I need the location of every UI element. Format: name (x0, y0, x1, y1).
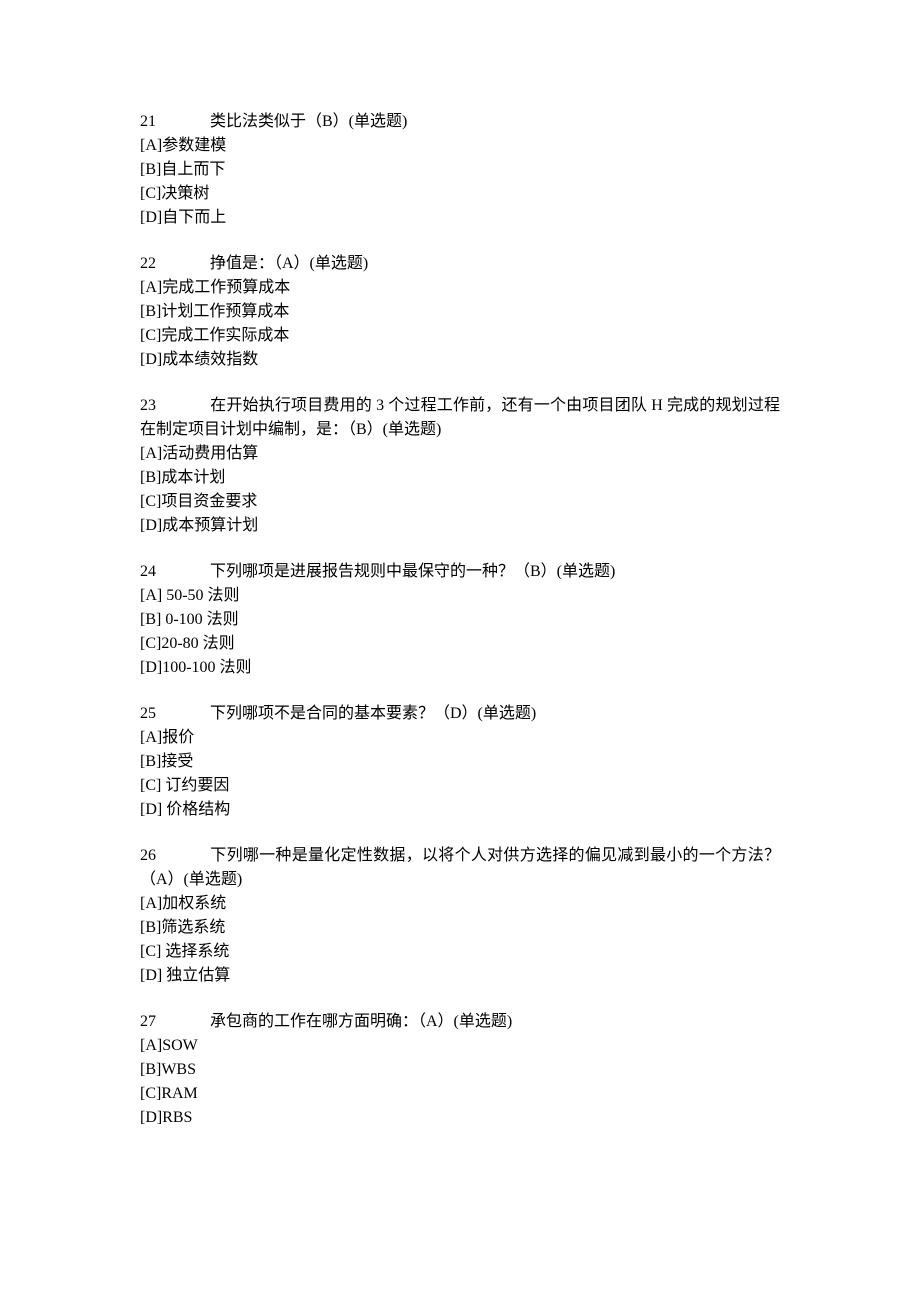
question-option: [A]完成工作预算成本 (140, 276, 780, 300)
question-option: [C]RAM (140, 1082, 780, 1106)
question-option: [D]成本预算计划 (140, 514, 780, 538)
question-block: 23在开始执行项目费用的 3 个过程工作前，还有一个由项目团队 H 完成的规划过… (140, 394, 780, 538)
question-text: 下列哪项不是合同的基本要素？（D）(单选题) (210, 705, 536, 722)
question-option: [D]成本绩效指数 (140, 348, 780, 372)
question-option: [D]RBS (140, 1106, 780, 1130)
question-option: [B]计划工作预算成本 (140, 300, 780, 324)
question-stem: 22挣值是：（A）(单选题) (140, 252, 780, 276)
question-option: [C]项目资金要求 (140, 490, 780, 514)
question-stem: 26下列哪一种是量化定性数据，以将个人对供方选择的偏见减到最小的一个方法？（A）… (140, 844, 780, 892)
question-option: [B]自上而下 (140, 158, 780, 182)
question-number: 26 (140, 844, 210, 868)
question-stem: 21类比法类似于（B）(单选题) (140, 110, 780, 134)
question-option: [B]接受 (140, 750, 780, 774)
question-block: 21类比法类似于（B）(单选题) [A]参数建模 [B]自上而下 [C]决策树 … (140, 110, 780, 230)
question-option: [C]20-80 法则 (140, 632, 780, 656)
question-stem: 23在开始执行项目费用的 3 个过程工作前，还有一个由项目团队 H 完成的规划过… (140, 394, 780, 442)
question-option: [C]完成工作实际成本 (140, 324, 780, 348)
question-block: 24下列哪项是进展报告规则中最保守的一种？（B）(单选题) [A] 50-50 … (140, 560, 780, 680)
question-text: 下列哪项是进展报告规则中最保守的一种？（B）(单选题) (210, 563, 615, 580)
question-text: 下列哪一种是量化定性数据，以将个人对供方选择的偏见减到最小的一个方法？（A）(单… (140, 847, 780, 888)
question-option: [C]决策树 (140, 182, 780, 206)
question-option: [D]100-100 法则 (140, 656, 780, 680)
question-stem: 24下列哪项是进展报告规则中最保守的一种？（B）(单选题) (140, 560, 780, 584)
question-number: 21 (140, 110, 210, 134)
question-block: 22挣值是：（A）(单选题) [A]完成工作预算成本 [B]计划工作预算成本 [… (140, 252, 780, 372)
question-number: 22 (140, 252, 210, 276)
question-option: [B] 0-100 法则 (140, 608, 780, 632)
question-option: [D] 独立估算 (140, 964, 780, 988)
question-text: 承包商的工作在哪方面明确：（A）(单选题) (210, 1013, 512, 1030)
question-stem: 25下列哪项不是合同的基本要素？（D）(单选题) (140, 702, 780, 726)
exam-page: 21类比法类似于（B）(单选题) [A]参数建模 [B]自上而下 [C]决策树 … (0, 0, 920, 1232)
question-text: 挣值是：（A）(单选题) (210, 255, 368, 272)
question-option: [A]加权系统 (140, 892, 780, 916)
question-option: [A]报价 (140, 726, 780, 750)
question-number: 27 (140, 1010, 210, 1034)
question-number: 23 (140, 394, 210, 418)
question-option: [B]筛选系统 (140, 916, 780, 940)
question-option: [B]成本计划 (140, 466, 780, 490)
question-option: [C] 选择系统 (140, 940, 780, 964)
question-stem: 27承包商的工作在哪方面明确：（A）(单选题) (140, 1010, 780, 1034)
question-option: [C] 订约要因 (140, 774, 780, 798)
question-option: [A]活动费用估算 (140, 442, 780, 466)
question-number: 25 (140, 702, 210, 726)
question-block: 27承包商的工作在哪方面明确：（A）(单选题) [A]SOW [B]WBS [C… (140, 1010, 780, 1130)
question-option: [A]SOW (140, 1034, 780, 1058)
question-option: [D] 价格结构 (140, 798, 780, 822)
question-option: [A] 50-50 法则 (140, 584, 780, 608)
question-number: 24 (140, 560, 210, 584)
question-option: [B]WBS (140, 1058, 780, 1082)
question-option: [A]参数建模 (140, 134, 780, 158)
question-text: 在开始执行项目费用的 3 个过程工作前，还有一个由项目团队 H 完成的规划过程在… (140, 397, 780, 438)
question-option: [D]自下而上 (140, 206, 780, 230)
question-text: 类比法类似于（B）(单选题) (210, 113, 407, 130)
question-block: 25下列哪项不是合同的基本要素？（D）(单选题) [A]报价 [B]接受 [C]… (140, 702, 780, 822)
question-block: 26下列哪一种是量化定性数据，以将个人对供方选择的偏见减到最小的一个方法？（A）… (140, 844, 780, 988)
